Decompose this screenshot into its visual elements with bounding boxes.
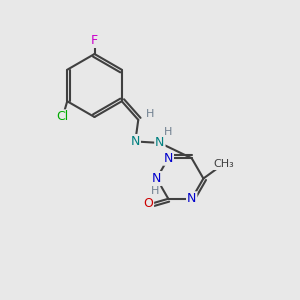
Text: N: N	[152, 172, 161, 185]
Text: H: H	[164, 128, 172, 137]
Text: N: N	[187, 192, 196, 205]
Text: N: N	[164, 152, 173, 165]
Text: Cl: Cl	[57, 110, 69, 123]
Text: O: O	[143, 197, 153, 210]
Text: F: F	[91, 34, 98, 47]
Text: CH₃: CH₃	[213, 159, 234, 169]
Text: N: N	[130, 135, 140, 148]
Text: H: H	[146, 110, 154, 119]
Text: N: N	[155, 136, 165, 149]
Text: H: H	[151, 186, 159, 196]
